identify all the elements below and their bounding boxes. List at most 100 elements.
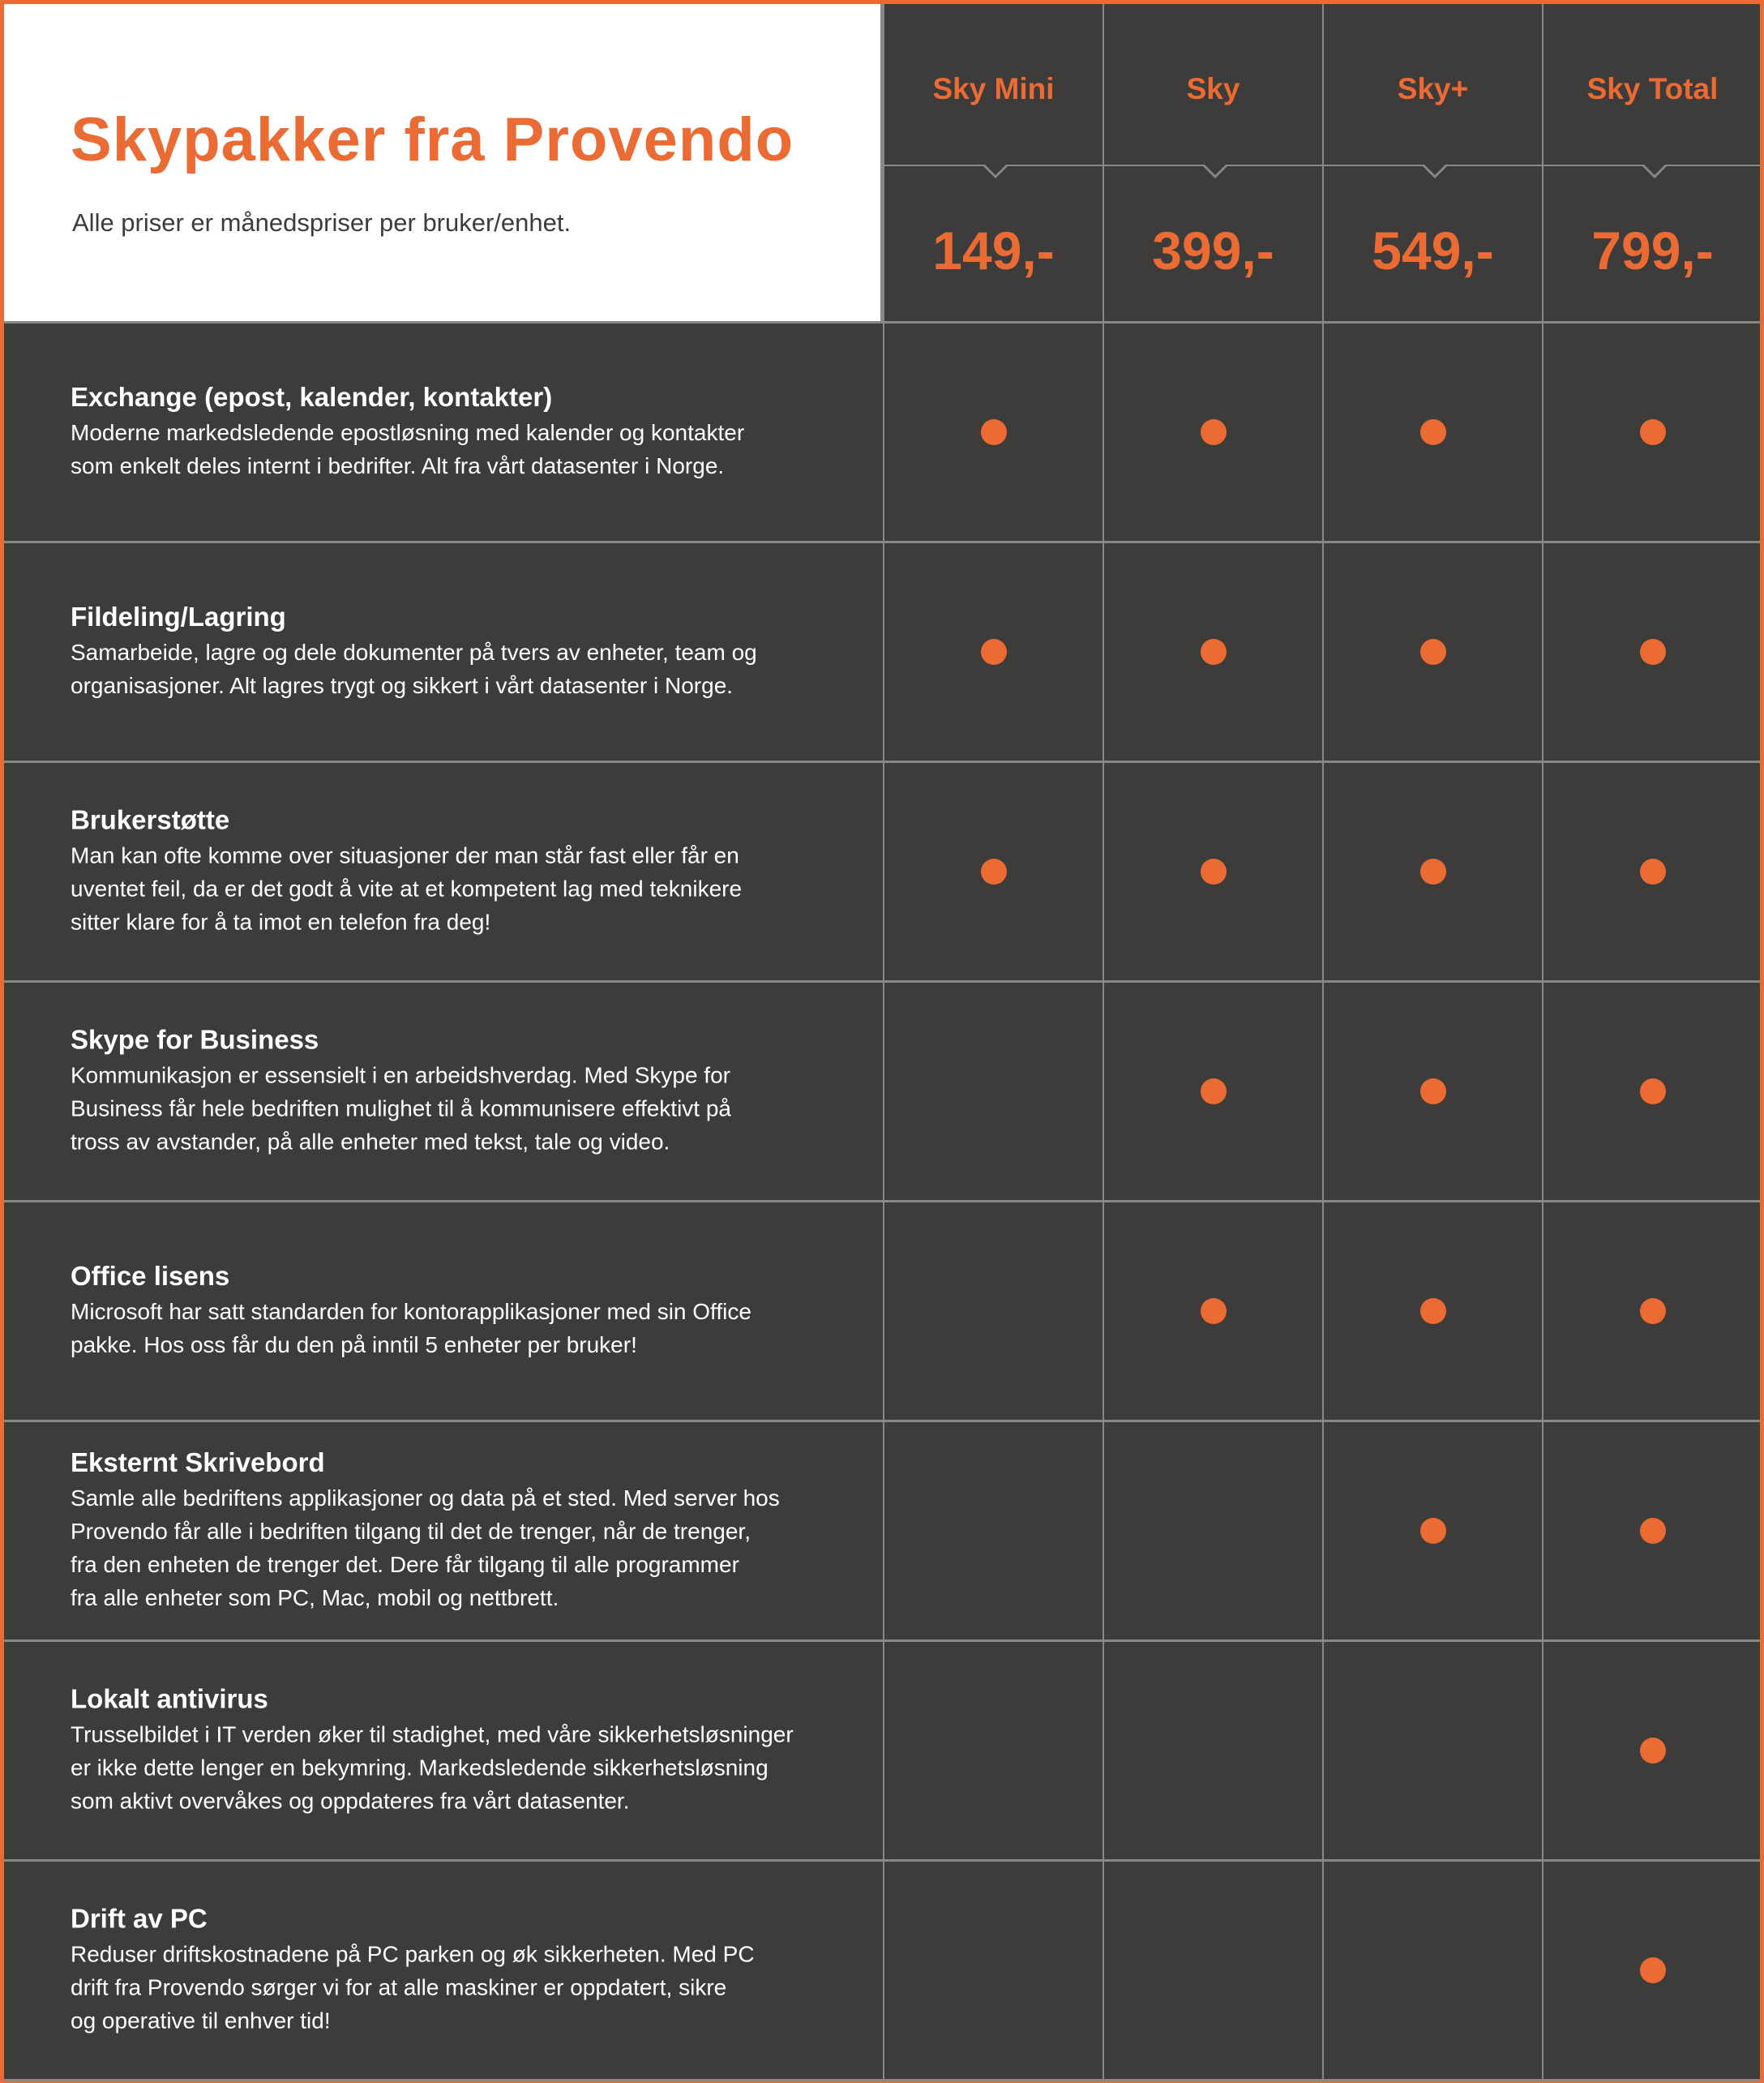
feature-row: Eksternt Skrivebord Samle alle bedriftens… xyxy=(4,1422,1760,1642)
feature-cell xyxy=(1322,1642,1542,1859)
included-dot-icon xyxy=(1419,639,1446,665)
page-title: Skypakker fra Provendo xyxy=(71,105,794,174)
plan-column: Sky 399,- xyxy=(1102,4,1322,324)
feature-cell xyxy=(1102,1642,1322,1859)
plan-name: Sky Mini xyxy=(932,72,1055,105)
included-dot-icon xyxy=(980,419,1007,445)
feature-cell xyxy=(1102,763,1322,980)
included-dot-icon xyxy=(1639,1518,1666,1544)
feature-cell xyxy=(1322,1862,1542,2079)
feature-description-line: Business får hele bedriften mulighet til… xyxy=(71,1095,732,1121)
feature-row: Skype for Business Kommunikasjon er essen… xyxy=(4,983,1760,1202)
feature-text: Brukerstøtte Man kan ofte komme over situ… xyxy=(71,805,881,939)
feature-description-line: fra den enheten de trenger det. Dere får… xyxy=(71,1552,739,1577)
feature-cell xyxy=(883,1422,1102,1639)
feature-cell xyxy=(1542,1422,1762,1639)
feature-description: Kommunikasjon er essensielt i en arbeids… xyxy=(71,1059,881,1159)
chevron-down-icon xyxy=(983,165,1008,178)
included-dot-icon xyxy=(1419,1298,1446,1324)
feature-description-line: pakke. Hos oss får du den på inntil 5 en… xyxy=(71,1332,637,1357)
feature-cell xyxy=(1322,983,1542,1200)
feature-description-line: tross av avstander, på alle enheter med … xyxy=(71,1129,670,1155)
plan-price: 149,- xyxy=(932,221,1055,281)
feature-description-line: uventet feil, da er det godt å vite at e… xyxy=(71,876,743,902)
included-dot-icon xyxy=(1639,1078,1666,1104)
feature-cell xyxy=(1322,763,1542,980)
feature-cell xyxy=(1542,983,1762,1200)
included-dot-icon xyxy=(980,639,1007,665)
feature-description: Samle alle bedriftens applikasjoner og d… xyxy=(71,1481,881,1614)
feature-description-line: Moderne markedsledende epostløsning med … xyxy=(71,420,745,445)
included-dot-icon xyxy=(1200,859,1227,885)
feature-description: Man kan ofte komme over situasjoner der … xyxy=(71,839,881,939)
feature-title: Skype for Business xyxy=(71,1024,319,1055)
included-dot-icon xyxy=(1639,1738,1666,1764)
chevron-down-icon xyxy=(1422,165,1448,178)
feature-text: Lokalt antivirus Trusselbildet i IT verde… xyxy=(71,1684,881,1818)
feature-cell xyxy=(1102,543,1322,761)
feature-description-line: Microsoft har satt standarden for kontor… xyxy=(71,1299,751,1324)
feature-cell xyxy=(1102,324,1322,541)
plan-price: 399,- xyxy=(1152,221,1274,281)
feature-text: Fildeling/Lagring Samarbeide, lagre og de… xyxy=(71,602,881,702)
feature-description: Moderne markedsledende epostløsning med … xyxy=(71,416,881,482)
feature-description-line: som aktivt overvåkes og oppdateres fra v… xyxy=(71,1788,630,1814)
feature-description-line: organisasjoner. Alt lagres trygt og sikk… xyxy=(71,673,734,698)
plan-price: 799,- xyxy=(1591,221,1714,281)
feature-cell xyxy=(1102,1422,1322,1639)
feature-title: Eksternt Skrivebord xyxy=(71,1447,325,1477)
feature-text: Eksternt Skrivebord Samle alle bedriftens… xyxy=(71,1447,881,1614)
feature-cell xyxy=(1542,763,1762,980)
included-dot-icon xyxy=(1419,419,1446,445)
included-dot-icon xyxy=(1419,1518,1446,1544)
feature-description-line: Samle alle bedriftens applikasjoner og d… xyxy=(71,1485,780,1511)
feature-description-line: Provendo får alle i bedriften tilgang ti… xyxy=(71,1519,751,1544)
feature-row: Exchange (epost, kalender, kontakter) Mod… xyxy=(4,324,1760,543)
feature-cell xyxy=(883,1862,1102,2079)
feature-cell xyxy=(883,1642,1102,1859)
feature-cell xyxy=(883,1202,1102,1420)
feature-description: Reduser driftskostnadene på PC parken og… xyxy=(71,1938,881,2038)
feature-cell xyxy=(883,763,1102,980)
included-dot-icon xyxy=(1200,1298,1227,1324)
included-dot-icon xyxy=(1639,859,1666,885)
feature-cell xyxy=(883,983,1102,1200)
plan-column: Sky+ 549,- xyxy=(1322,4,1542,324)
feature-title: Brukerstøtte xyxy=(71,804,230,835)
feature-description-line: Man kan ofte komme over situasjoner der … xyxy=(71,842,739,868)
included-dot-icon xyxy=(1200,1078,1227,1104)
plan-name: Sky+ xyxy=(1397,72,1469,105)
feature-cell xyxy=(1542,324,1762,541)
feature-description-line: Trusselbildet i IT verden øker til stadi… xyxy=(71,1721,794,1747)
feature-title: Fildeling/Lagring xyxy=(71,602,286,632)
feature-description-line: fra alle enheter som PC, Mac, mobil og n… xyxy=(71,1585,559,1610)
plan-column: Sky Total 799,- xyxy=(1542,4,1762,324)
feature-description-line: er ikke dette lenger en bekymring. Marke… xyxy=(71,1755,769,1781)
feature-description: Samarbeide, lagre og dele dokumenter på … xyxy=(71,636,881,702)
feature-text: Exchange (epost, kalender, kontakter) Mod… xyxy=(71,382,881,482)
plan-price: 549,- xyxy=(1372,221,1494,281)
feature-text: Drift av PC Reduser driftskostnadene på P… xyxy=(71,1904,881,2038)
feature-description-line: Reduser driftskostnadene på PC parken og… xyxy=(71,1941,755,1967)
feature-cell xyxy=(1102,1862,1322,2079)
included-dot-icon xyxy=(1419,859,1446,885)
feature-cell xyxy=(1542,1202,1762,1420)
chevron-down-icon xyxy=(1642,165,1668,178)
feature-cell xyxy=(883,324,1102,541)
feature-cell xyxy=(1102,1202,1322,1420)
feature-title: Office lisens xyxy=(71,1261,230,1291)
feature-description-line: drift fra Provendo sørger vi for at alle… xyxy=(71,1974,727,2000)
feature-cell xyxy=(1542,1642,1762,1859)
included-dot-icon xyxy=(980,859,1007,885)
feature-description-line: sitter klare for å ta imot en telefon fr… xyxy=(71,909,491,935)
included-dot-icon xyxy=(1639,1298,1666,1324)
chevron-down-icon xyxy=(1202,165,1228,178)
feature-description-line: og operative til enhver tid! xyxy=(71,2008,331,2034)
included-dot-icon xyxy=(1200,419,1227,445)
feature-row: Office lisens Microsoft har satt standard… xyxy=(4,1202,1760,1422)
feature-cell xyxy=(1102,983,1322,1200)
feature-cell xyxy=(1322,324,1542,541)
plan-column: Sky Mini 149,- xyxy=(883,4,1102,324)
feature-description-line: Kommunikasjon er essensielt i en arbeids… xyxy=(71,1062,730,1088)
